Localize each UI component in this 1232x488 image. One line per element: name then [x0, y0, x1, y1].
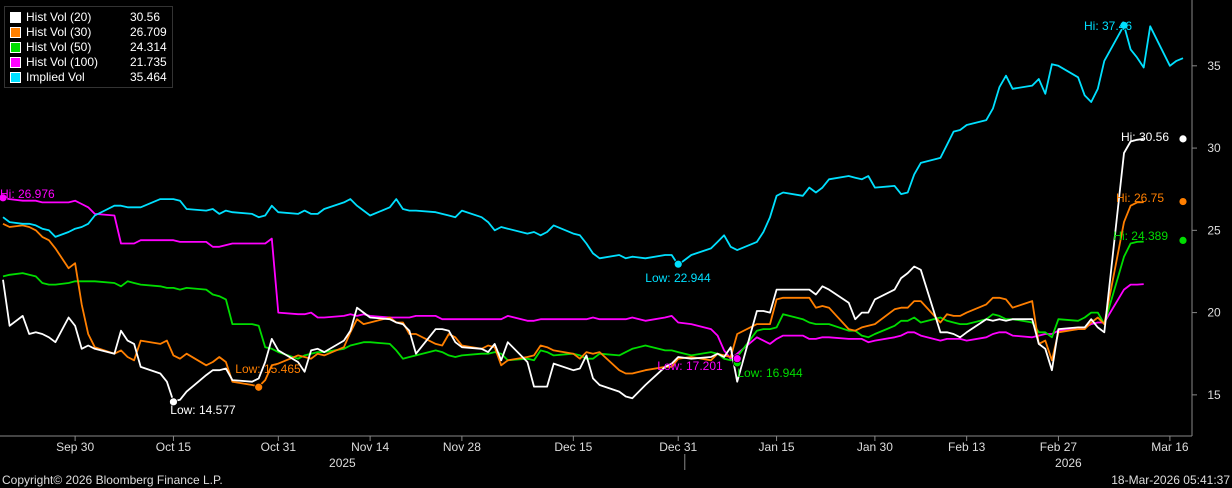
annotation-label: Low: 22.944 — [645, 271, 711, 285]
legend-item: Hist Vol (100) 21.735 — [10, 55, 167, 70]
annotation-label: Low: 16.944 — [737, 366, 803, 380]
legend-value: 21.735 — [130, 55, 167, 69]
x-tick-label: Mar 16 — [1151, 440, 1189, 454]
legend-value: 35.464 — [130, 70, 167, 84]
legend-item: Implied Vol 35.464 — [10, 70, 167, 85]
series-line — [2, 201, 1144, 388]
annotation-label: Hi: 37.46 — [1084, 19, 1132, 33]
legend-label: Hist Vol (20) — [26, 10, 92, 24]
legend-label: Hist Vol (30) — [26, 25, 92, 39]
x-tick-label: Sep 30 — [56, 440, 94, 454]
annotation-marker — [1178, 235, 1188, 245]
year-label: 2025 — [329, 456, 356, 470]
y-tick-label: 25 — [1207, 223, 1221, 237]
x-tick-label: Nov 14 — [351, 440, 389, 454]
legend-label: Hist Vol (50) — [26, 40, 92, 54]
x-tick-label: Oct 15 — [156, 440, 192, 454]
series-line — [2, 24, 1184, 266]
legend-swatch — [10, 42, 21, 53]
copyright-text: Copyright© 2026 Bloomberg Finance L.P. — [2, 473, 223, 487]
annotation-label: Hi: 24.389 — [1113, 229, 1168, 243]
legend-item: Hist Vol (20) 30.56 — [10, 10, 167, 25]
y-tick-label: 15 — [1207, 388, 1221, 402]
series-line — [2, 240, 1144, 362]
y-tick-label: 30 — [1207, 141, 1221, 155]
annotation-label: Low: 14.577 — [170, 403, 236, 417]
x-tick-label: Jan 30 — [857, 440, 893, 454]
legend-value: 30.56 — [130, 10, 161, 24]
legend-label: Hist Vol (100) — [26, 55, 99, 69]
x-tick-label: Dec 15 — [554, 440, 592, 454]
annotation-label: Hi: 26.976 — [0, 187, 55, 201]
x-tick-label: Oct 31 — [261, 440, 297, 454]
legend-swatch — [10, 57, 21, 68]
legend-label: Implied Vol — [26, 70, 85, 84]
series-line — [2, 138, 1144, 403]
x-tick-label: Feb 13 — [948, 440, 986, 454]
annotation-marker — [169, 397, 178, 407]
annotation-label: Low: 15.465 — [235, 362, 301, 376]
legend-swatch — [10, 12, 21, 23]
annotation-marker — [1178, 197, 1188, 206]
annotation-marker — [254, 382, 264, 392]
legend-item: Hist Vol (30) 26.709 — [10, 25, 167, 40]
x-tick-label: Nov 28 — [443, 440, 481, 454]
year-label: 2026 — [1055, 456, 1082, 470]
legend: Hist Vol (20) 30.56 Hist Vol (30) 26.709… — [4, 6, 173, 88]
x-tick-label: Dec 31 — [659, 440, 697, 454]
series-lines — [2, 24, 1184, 403]
annotation-label: Hi: 26.75 — [1116, 191, 1164, 205]
legend-swatch — [10, 27, 21, 38]
annotation-label: Hi: 30.56 — [1121, 130, 1169, 144]
series-line — [2, 196, 1144, 360]
annotation-marker — [732, 354, 742, 364]
legend-item: Hist Vol (50) 24.314 — [10, 40, 167, 55]
annotation-label: Low: 17.201 — [657, 359, 723, 373]
timestamp-text: 18-Mar-2026 05:41:37 — [1111, 473, 1230, 487]
y-tick-label: 35 — [1207, 59, 1221, 73]
y-tick-label: 20 — [1207, 306, 1221, 320]
legend-value: 24.314 — [130, 40, 167, 54]
annotation-marker — [1119, 20, 1129, 30]
legend-swatch — [10, 72, 21, 83]
x-tick-label: Jan 15 — [759, 440, 795, 454]
annotations: Low: 14.577 Hi: 30.56 Low: 15.465 Hi: 26.75… — [0, 19, 1188, 417]
annotation-marker — [1178, 134, 1188, 144]
annotation-marker — [0, 193, 8, 203]
legend-value: 26.709 — [130, 25, 167, 39]
annotation-marker — [673, 259, 683, 269]
x-tick-label: Feb 27 — [1040, 440, 1078, 454]
